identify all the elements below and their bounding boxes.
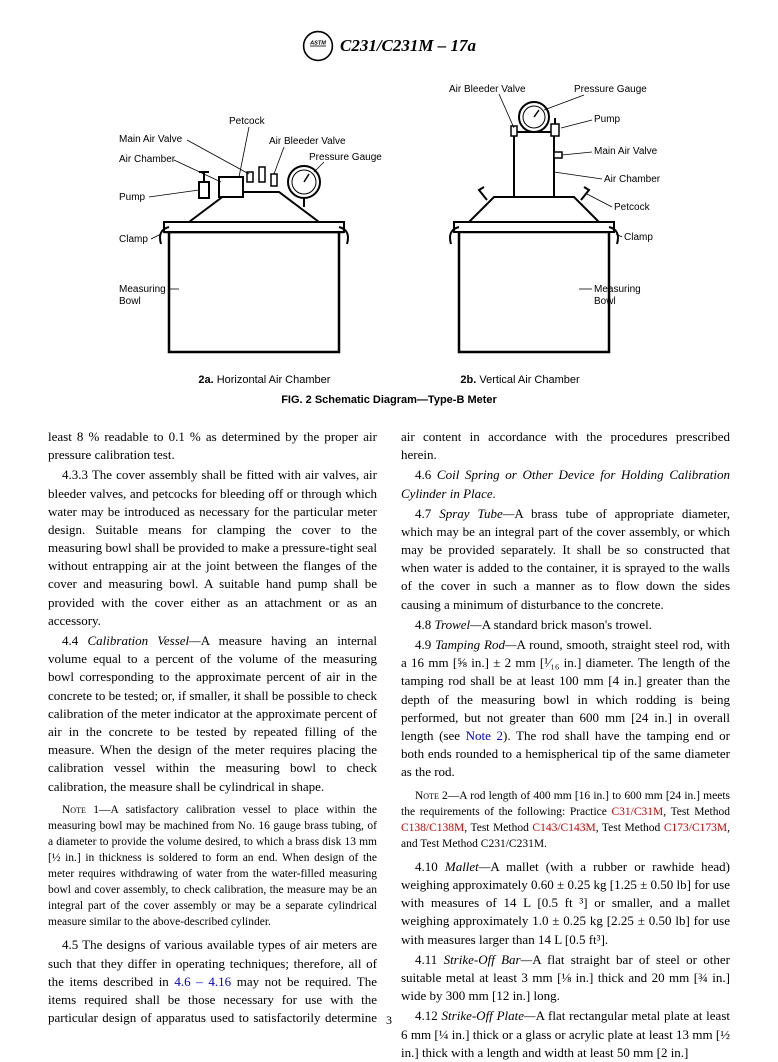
svg-text:Air Chamber: Air Chamber: [604, 174, 661, 185]
para-4.7: 4.7 Spray Tube—A brass tube of appropria…: [401, 505, 730, 614]
note-1: Note 1—A satisfactory calibration vessel…: [48, 802, 377, 931]
svg-text:Pump: Pump: [594, 114, 621, 125]
svg-text:Main Air Valve: Main Air Valve: [594, 146, 658, 157]
svg-text:Petcock: Petcock: [229, 116, 266, 127]
para-4.11: 4.11 Strike-Off Bar—A flat straight bar …: [401, 951, 730, 1006]
figure-2: Air Chamber Main Air Valve Pump Clamp Me…: [48, 82, 730, 408]
svg-text:Pressure Gauge: Pressure Gauge: [574, 84, 647, 95]
svg-text:Air Chamber: Air Chamber: [119, 154, 176, 165]
svg-text:Measuring: Measuring: [594, 284, 641, 295]
svg-text:Bowl: Bowl: [594, 296, 616, 307]
astm-logo-icon: ASTM: [302, 30, 334, 62]
para-4.3.3: 4.3.3 The cover assembly shall be fitted…: [48, 466, 377, 630]
svg-text:Air Bleeder Valve: Air Bleeder Valve: [449, 84, 526, 95]
standard-number: C231/C231M – 17a: [340, 34, 476, 58]
para-4.8: 4.8 Trowel—A standard brick mason's trow…: [401, 616, 730, 634]
svg-text:Air Bleeder Valve: Air Bleeder Valve: [269, 136, 346, 147]
svg-text:Bowl: Bowl: [119, 296, 141, 307]
svg-text:Main Air Valve: Main Air Valve: [119, 134, 183, 145]
svg-text:ASTM: ASTM: [309, 40, 326, 46]
body-columns: least 8 % readable to 0.1 % as determine…: [48, 428, 730, 1062]
fig-caption: FIG. 2 Schematic Diagram—Type-B Meter: [48, 393, 730, 408]
page-header: ASTM C231/C231M – 17a: [48, 30, 730, 62]
note-2: Note 2—A rod length of 400 mm [16 in.] t…: [401, 788, 730, 852]
svg-text:Clamp: Clamp: [119, 234, 148, 245]
link-c143[interactable]: C143/C143M: [532, 822, 595, 834]
svg-text:Clamp: Clamp: [624, 232, 653, 243]
fig-2b-label: 2b. Vertical Air Chamber: [460, 373, 579, 388]
svg-text:Pressure Gauge: Pressure Gauge: [309, 152, 382, 163]
para-4.6: 4.6 Coil Spring or Other Device for Hold…: [401, 466, 730, 502]
link-c138[interactable]: C138/C138M: [401, 822, 464, 834]
link-c31[interactable]: C31/C31M: [612, 806, 664, 818]
link-4.6-4.16[interactable]: 4.6 – 4.16: [174, 974, 231, 989]
svg-text:Pump: Pump: [119, 192, 146, 203]
para-4.9: 4.9 Tamping Rod—A round, smooth, straigh…: [401, 636, 730, 782]
fig-2a-label: 2a. Horizontal Air Chamber: [198, 373, 330, 388]
link-note-2[interactable]: Note 2: [466, 728, 503, 743]
svg-text:Petcock: Petcock: [614, 202, 651, 213]
para-4.12: 4.12 Strike-Off Plate—A flat rectangular…: [401, 1007, 730, 1062]
page-number: 3: [386, 1012, 392, 1029]
para-4.3.2-cont: least 8 % readable to 0.1 % as determine…: [48, 428, 377, 464]
para-4.4: 4.4 Calibration Vessel—A measure having …: [48, 632, 377, 796]
svg-text:Measuring: Measuring: [119, 284, 166, 295]
link-c173[interactable]: C173/C173M: [664, 822, 727, 834]
para-4.10: 4.10 Mallet—A mallet (with a rubber or r…: [401, 858, 730, 949]
